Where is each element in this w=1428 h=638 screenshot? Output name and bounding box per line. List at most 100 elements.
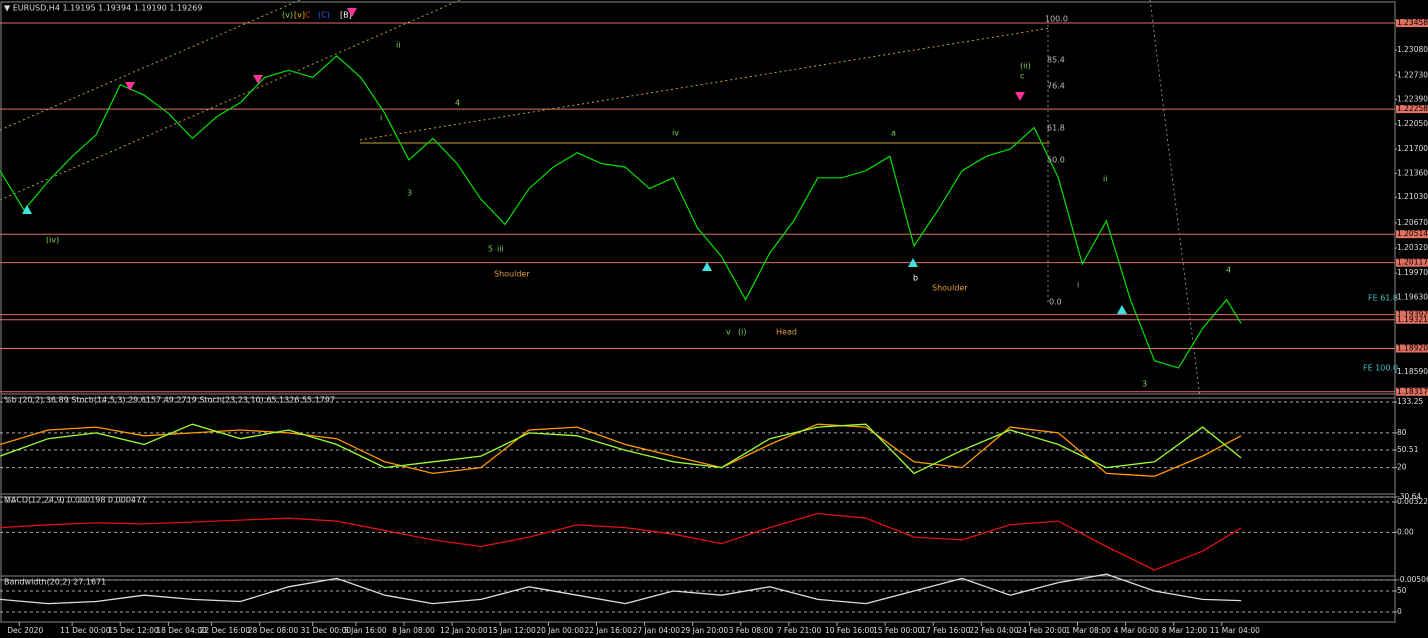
channel — [0, 0, 461, 201]
x-tick-label: 15 Dec 12:00 — [108, 626, 159, 635]
y-tick-label: 1.19630 — [1397, 293, 1428, 302]
x-tick-label: 7 Feb 21:00 — [777, 626, 822, 635]
annotation: (ii) — [1020, 62, 1031, 71]
up-arrow — [1117, 305, 1127, 314]
annotation: (v) — [282, 11, 293, 20]
annotation: 3 — [1142, 380, 1147, 389]
annotation: a — [891, 129, 896, 138]
level-tag — [1396, 19, 1428, 28]
level-label: 1.23458 — [1397, 18, 1428, 27]
y-tick-label: 1.22390 — [1397, 95, 1428, 104]
y-tick-label: 1.23080 — [1397, 45, 1428, 54]
price-line — [0, 55, 1242, 369]
down-arrow — [1015, 92, 1025, 101]
price-line — [0, 423, 1242, 475]
price-line — [0, 423, 1242, 477]
y-tick-label: -30.64 — [1397, 492, 1421, 501]
x-tick-label: 29 Jan 20:00 — [681, 626, 729, 635]
annotation: FE 61.8 — [1368, 294, 1398, 303]
annotation: 4 — [455, 99, 460, 108]
x-tick-label: 18 Dec 04:00 — [156, 626, 207, 635]
annotation: Shoulder — [494, 270, 530, 279]
level-tag — [1396, 230, 1428, 239]
x-tick-label: 27 Jan 04:00 — [633, 626, 681, 635]
level-tag — [1396, 310, 1428, 319]
x-tick-label: 17 Feb 16:00 — [921, 626, 970, 635]
annotation: i — [1077, 281, 1079, 290]
annotation: Head — [776, 328, 797, 337]
y-tick-label: 1.18590 — [1397, 367, 1428, 376]
level-tag — [1396, 258, 1428, 267]
annotation: v — [726, 328, 731, 337]
annotation: [v] — [294, 11, 305, 20]
x-tick-label: 22 Jan 16:00 — [584, 626, 632, 635]
up-arrow — [22, 205, 32, 214]
x-tick-label: 31 Dec 00:00 — [301, 626, 352, 635]
annotation: 50.0 — [1047, 156, 1065, 165]
level-label: 1.20514 — [1397, 229, 1428, 238]
level-tag — [1396, 105, 1428, 114]
y-tick-label: 80 — [1397, 428, 1407, 437]
annotation: 100.0 — [1045, 15, 1068, 24]
x-tick-label: Dec 2020 — [7, 626, 43, 635]
level-label: 1.19321 — [1397, 315, 1428, 324]
annotation: C — [305, 11, 311, 20]
level-label: 1.18920 — [1397, 344, 1428, 353]
annotation: iii — [497, 245, 504, 254]
level-label: 1.19392 — [1397, 310, 1428, 319]
x-tick-label: 12 Jan 20:00 — [440, 626, 488, 635]
x-tick-label: 4 Mar 00:00 — [1114, 626, 1160, 635]
annotation: FE 100.0 — [1363, 364, 1398, 373]
down-arrow — [125, 82, 135, 91]
y-tick-label: 50 — [1397, 586, 1407, 595]
annotation: (C) — [318, 11, 330, 20]
annotation: (i) — [738, 328, 746, 337]
y-tick-label: -0.005062 — [1397, 575, 1428, 584]
y-tick-label: 1.22730 — [1397, 70, 1428, 79]
level-label: 1.18317 — [1397, 387, 1428, 396]
price-line — [0, 573, 1242, 605]
annotation: i — [380, 114, 382, 123]
panel-title: MACD(12,24,9) 0.000198 0.000477 — [4, 496, 146, 505]
annotation: 76.4 — [1047, 82, 1065, 91]
down-arrow — [253, 75, 263, 84]
y-tick-label: 1.20320 — [1397, 243, 1428, 252]
annotation: 4 — [1226, 266, 1231, 275]
x-tick-label: 15 Jan 12:00 — [488, 626, 536, 635]
y-tick-label: 1.20670 — [1397, 218, 1428, 227]
x-tick-label: 20 Jan 00:00 — [536, 626, 584, 635]
annotation: ii — [1103, 175, 1107, 184]
level-label: 1.22258 — [1397, 104, 1428, 113]
annotation: 85.4 — [1047, 56, 1065, 65]
x-tick-label: 3 Feb 08:00 — [729, 626, 774, 635]
y-tick-label: 1.21360 — [1397, 169, 1428, 178]
annotation: 5 — [488, 245, 493, 254]
annotation: ii — [396, 41, 400, 50]
panel-frame — [0, 1, 1396, 399]
y-tick-label: 1.19970 — [1397, 268, 1428, 277]
level-label: 1.20117 — [1397, 258, 1428, 267]
x-tick-label: 22 Dec 16:00 — [200, 626, 251, 635]
annotation: b — [913, 274, 918, 283]
x-tick-label: 10 Feb 16:00 — [825, 626, 874, 635]
x-tick-label: 11 Mar 04:00 — [1210, 626, 1260, 635]
annotation: c — [1020, 72, 1024, 81]
annotation: 3 — [407, 189, 412, 198]
annotation: (iv) — [46, 236, 59, 245]
x-tick-label: 15 Feb 00:00 — [873, 626, 922, 635]
cycle-line — [1149, 0, 1201, 399]
panel-title: %b (20,2) 36.89 Stoch(14,5,3) 29.6157 49… — [4, 396, 335, 405]
x-tick-label: 1 Mar 08:00 — [1066, 626, 1112, 635]
y-tick-label: 0.003225 — [1397, 497, 1428, 506]
y-tick-label: 50.51 — [1397, 445, 1419, 454]
y-tick-label: 133.25 — [1397, 397, 1423, 406]
x-tick-label: 8 Jan 08:00 — [392, 626, 435, 635]
annotation: [B] — [340, 11, 352, 20]
y-tick-label: 0.00 — [1397, 527, 1414, 536]
up-arrow — [702, 262, 712, 271]
price-line — [0, 512, 1242, 571]
x-tick-label: 11 Dec 00:00 — [60, 626, 111, 635]
x-tick-label: 5 Jan 16:00 — [344, 626, 387, 635]
x-tick-label: 24 Feb 20:00 — [1017, 626, 1066, 635]
